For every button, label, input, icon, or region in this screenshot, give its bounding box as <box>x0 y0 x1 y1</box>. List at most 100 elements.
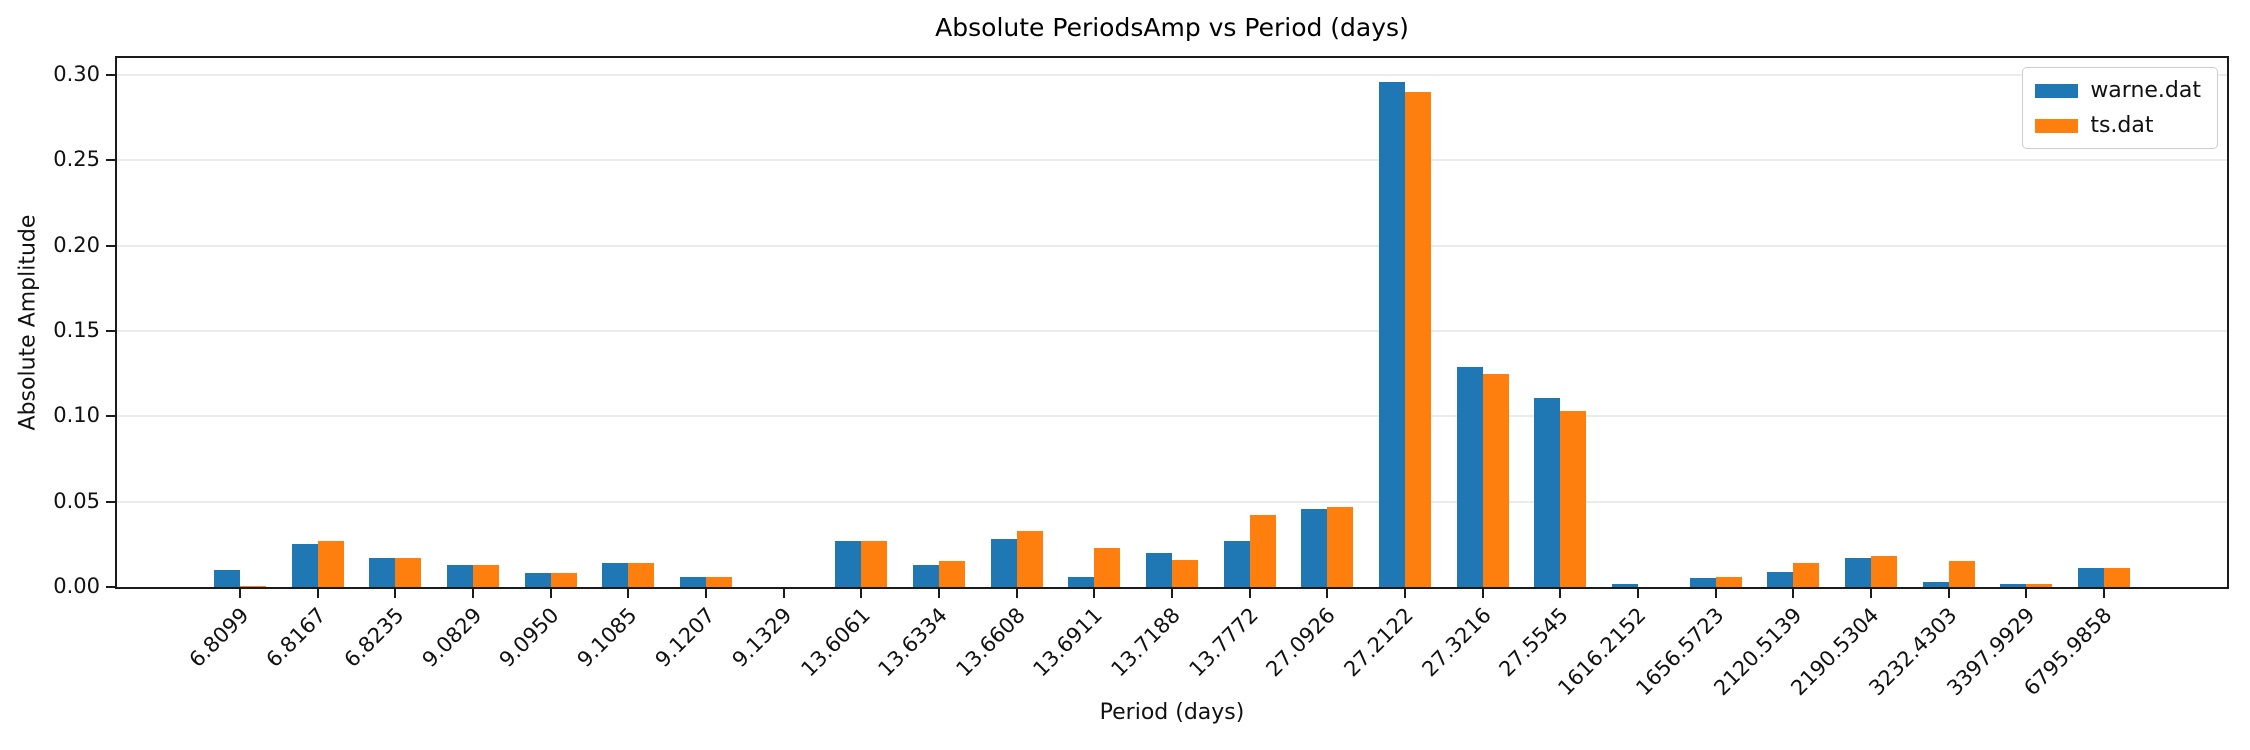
x-tick-label: 13.6911 <box>1028 603 1108 682</box>
x-tick-label: 13.7188 <box>1106 603 1185 682</box>
x-tick-label: 13.6608 <box>951 603 1030 682</box>
bar-warne-13.6061 <box>835 541 862 587</box>
legend-swatch-warne <box>2035 83 2079 98</box>
x-tick <box>1171 589 1173 598</box>
x-tick-label: 6.8099 <box>184 603 254 672</box>
bar-ts-3397.9929 <box>2026 584 2053 587</box>
x-tick-label: 13.6334 <box>873 603 952 682</box>
bar-ts-13.7188 <box>1172 560 1198 587</box>
x-tick-label: 9.1207 <box>650 603 720 672</box>
x-tick <box>1869 589 1872 598</box>
x-tick <box>2102 589 2105 598</box>
grid-line <box>117 415 2227 418</box>
grid-line <box>117 500 2227 503</box>
bar-ts-13.7772 <box>1249 515 1276 587</box>
bar-ts-13.6608 <box>1016 531 1043 587</box>
y-tick <box>106 415 115 418</box>
x-tick-label: 9.1085 <box>572 603 642 672</box>
legend-label-warne: warne.dat <box>2090 78 2201 103</box>
x-tick <box>938 589 941 598</box>
y-tick-label: 0.15 <box>53 318 100 343</box>
legend-swatch-ts <box>2035 118 2079 133</box>
bar-warne-13.6911 <box>1068 577 1095 587</box>
bar-warne-3232.4303 <box>1922 582 1949 587</box>
bar-warne-9.0950 <box>524 573 551 587</box>
bar-ts-2120.5139 <box>1793 563 1820 587</box>
bar-warne-9.0829 <box>447 565 474 587</box>
bar-warne-9.1207 <box>680 577 707 587</box>
x-tick-label: 9.1329 <box>727 603 797 672</box>
bar-warne-6795.9858 <box>2077 568 2104 587</box>
x-tick-label: 27.3216 <box>1417 603 1496 682</box>
y-tick <box>106 244 115 247</box>
x-tick <box>1947 589 1950 598</box>
bar-warne-27.5545 <box>1534 398 1561 587</box>
y-tick-label: 0.10 <box>53 403 100 428</box>
chart-title: Absolute PeriodsAmp vs Period (days) <box>935 13 1409 42</box>
legend: warne.dat ts.dat <box>2022 67 2218 149</box>
legend-item-ts: ts.dat <box>2035 113 2201 138</box>
bar-ts-9.1085 <box>628 563 655 587</box>
y-tick <box>106 586 115 588</box>
bar-warne-13.7188 <box>1146 553 1172 587</box>
bar-ts-27.5545 <box>1560 411 1587 587</box>
bar-ts-1656.5723 <box>1715 577 1742 587</box>
x-tick-label: 13.6061 <box>795 603 875 682</box>
x-tick <box>1792 589 1795 598</box>
bar-warne-2120.5139 <box>1767 572 1794 587</box>
legend-item-warne: warne.dat <box>2035 78 2201 103</box>
y-tick-label: 0.30 <box>53 62 100 87</box>
bar-warne-27.2122 <box>1378 82 1405 587</box>
bar-warne-13.7772 <box>1223 541 1250 587</box>
bar-ts-6.8167 <box>317 541 344 587</box>
bar-warne-6.8167 <box>291 544 318 587</box>
x-tick <box>472 589 475 598</box>
y-tick <box>106 500 115 503</box>
bar-warne-3397.9929 <box>2000 584 2027 587</box>
x-tick-label: 27.0926 <box>1261 603 1341 682</box>
y-tick <box>106 159 115 162</box>
x-tick <box>239 589 242 598</box>
bar-warne-6.8235 <box>369 558 396 587</box>
x-tick <box>1714 589 1717 598</box>
x-tick <box>1248 589 1251 598</box>
x-tick-label: 6.8235 <box>339 603 409 672</box>
x-tick <box>627 589 630 598</box>
x-tick <box>394 589 397 598</box>
x-tick <box>1636 589 1639 598</box>
x-tick-label: 13.7772 <box>1184 603 1263 682</box>
bar-warne-13.6334 <box>913 565 940 587</box>
y-tick-label: 0.00 <box>53 574 100 598</box>
bar-ts-3232.4303 <box>1948 561 1975 587</box>
bar-ts-9.0950 <box>550 573 577 587</box>
y-tick-label: 0.25 <box>53 147 100 172</box>
x-tick <box>549 589 552 598</box>
grid-line <box>117 330 2227 333</box>
bar-warne-27.3216 <box>1456 367 1483 587</box>
bar-warne-9.1085 <box>602 563 629 587</box>
x-tick-label: 9.0950 <box>494 603 564 672</box>
bar-ts-9.0829 <box>473 565 500 587</box>
x-tick <box>2025 589 2028 598</box>
x-tick-label: 27.2122 <box>1339 603 1418 682</box>
y-tick <box>106 330 115 333</box>
bar-ts-6.8099 <box>240 586 267 587</box>
x-tick <box>705 589 708 598</box>
y-tick-label: 0.05 <box>53 488 100 513</box>
x-tick-label: 9.0829 <box>417 603 487 672</box>
bar-ts-9.1207 <box>706 577 733 587</box>
bar-warne-1656.5723 <box>1689 578 1716 587</box>
x-tick <box>1015 589 1018 598</box>
bar-warne-1616.2152 <box>1611 584 1638 587</box>
grid-line <box>117 159 2227 162</box>
x-tick <box>860 589 863 598</box>
bar-ts-27.0926 <box>1327 507 1354 587</box>
x-tick-label: 6.8167 <box>261 603 331 672</box>
x-tick <box>1326 589 1329 598</box>
bar-warne-2190.5304 <box>1844 558 1871 587</box>
bar-ts-13.6061 <box>861 541 888 587</box>
y-axis-label: Absolute Amplitude <box>15 214 41 431</box>
y-tick <box>106 74 115 77</box>
grid-line <box>117 244 2227 247</box>
